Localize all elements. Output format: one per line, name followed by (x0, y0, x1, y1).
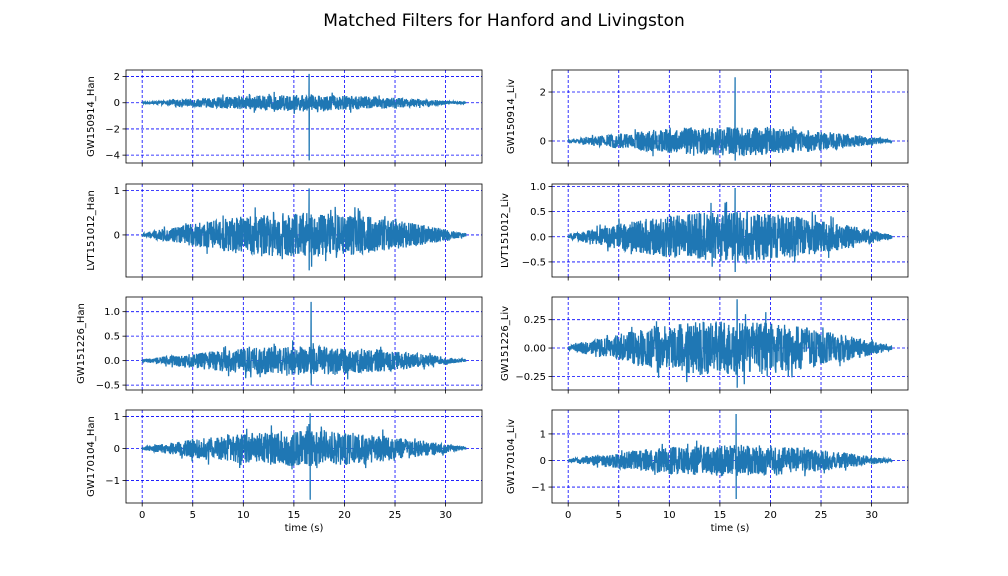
y-tick-label: −0.25 (515, 372, 546, 383)
y-tick-label: 1 (540, 429, 546, 440)
y-tick-label: −4 (105, 151, 120, 162)
series-line-GW170104_Han (141, 413, 467, 500)
y-tick-label: 0 (114, 444, 120, 455)
x-tick-label: 30 (865, 510, 878, 521)
axes-frame (551, 296, 909, 391)
series-line-GW170104_Liv (567, 413, 893, 500)
panel-LVT151012_Liv: −0.5 0.0 0.5 1.0 LVT151012_Liv (500, 182, 909, 281)
series-line-GW151226_Han (141, 301, 467, 386)
y-tick-label: 1 (114, 412, 120, 423)
y-tick-label: 1.0 (530, 182, 546, 193)
series-line-LVT151012_Liv (567, 187, 893, 273)
y-tick-label: −0.5 (96, 381, 120, 392)
axes-frame (125, 296, 483, 391)
y-tick-label: 0.5 (104, 332, 120, 343)
series-line-GW150914_Han (141, 73, 467, 161)
x-axis-label: time (s) (711, 523, 750, 534)
y-tick-label: 0 (540, 136, 546, 147)
y-axis-label: GW151226_Han (76, 303, 87, 384)
x-tick-label: 5 (190, 510, 196, 521)
y-axis-label: GW151226_Liv (500, 306, 511, 381)
x-tick-label: 15 (288, 510, 301, 521)
y-tick-label: 1.0 (104, 307, 120, 318)
x-tick-label: 30 (439, 510, 452, 521)
y-axis-label: GW170104_Han (86, 416, 97, 497)
series-line-GW150914_Liv (567, 77, 893, 161)
y-tick-label: 0.25 (524, 315, 546, 326)
y-tick-label: 0 (540, 456, 546, 467)
axes-frame (551, 69, 909, 164)
axes-frame (125, 69, 483, 164)
y-tick-label: 0.00 (524, 344, 546, 355)
x-tick-label: 10 (237, 510, 250, 521)
panel-GW150914_Liv: 0 2 GW150914_Liv (506, 69, 909, 167)
x-axis-label: time (s) (285, 523, 324, 534)
y-axis-label: GW150914_Liv (506, 79, 517, 154)
x-tick-label: 5 (616, 510, 622, 521)
axes-frame (551, 183, 909, 278)
y-tick-label: 0.0 (104, 356, 120, 367)
y-tick-label: 0.0 (530, 232, 546, 243)
axes-frame (125, 183, 483, 278)
x-tick-label: 20 (338, 510, 351, 521)
y-tick-label: −1 (105, 476, 120, 487)
y-tick-label: −2 (105, 124, 120, 135)
axes-frame (551, 409, 909, 504)
x-tick-label: 15 (714, 510, 727, 521)
y-tick-label: 2 (540, 88, 546, 99)
panel-GW151226_Han: −0.5 0.0 0.5 1.0 GW151226_Han (76, 296, 483, 394)
y-tick-label: 0 (114, 98, 120, 109)
y-axis-label: LVT151012_Liv (500, 193, 511, 268)
figure-title: Matched Filters for Hanford and Livingst… (323, 11, 685, 31)
x-tick-label: 20 (764, 510, 777, 521)
x-tick-label: 25 (389, 510, 402, 521)
y-axis-label: GW170104_Liv (506, 419, 517, 494)
y-tick-label: 2 (114, 72, 120, 83)
y-tick-label: 1 (114, 186, 120, 197)
panel-GW151226_Liv: −0.25 0.00 0.25 GW151226_Liv (500, 296, 909, 394)
y-axis-label: GW150914_Han (86, 76, 97, 157)
y-tick-label: 0 (114, 230, 120, 241)
y-tick-label: 0.5 (530, 207, 546, 218)
x-tick-label: 25 (815, 510, 828, 521)
x-tick-label: 0 (565, 510, 571, 521)
y-tick-label: −0.5 (522, 257, 546, 268)
panel-GW150914_Han: −4 −2 0 2 GW150914_Han (86, 69, 483, 167)
series-line-LVT151012_Han (141, 188, 467, 271)
x-tick-label: 10 (663, 510, 676, 521)
y-tick-label: −1 (531, 483, 546, 494)
subplot-grid: −4 −2 0 2 GW150914_Han 0 2 GW150914_Liv 0 1 LVT151… (76, 69, 909, 534)
x-tick-label: 0 (139, 510, 145, 521)
series-line-GW151226_Liv (567, 299, 893, 388)
axes-frame (125, 409, 483, 504)
y-axis-label: LVT151012_Han (86, 190, 97, 271)
panel-LVT151012_Han: 0 1 LVT151012_Han (86, 183, 483, 281)
